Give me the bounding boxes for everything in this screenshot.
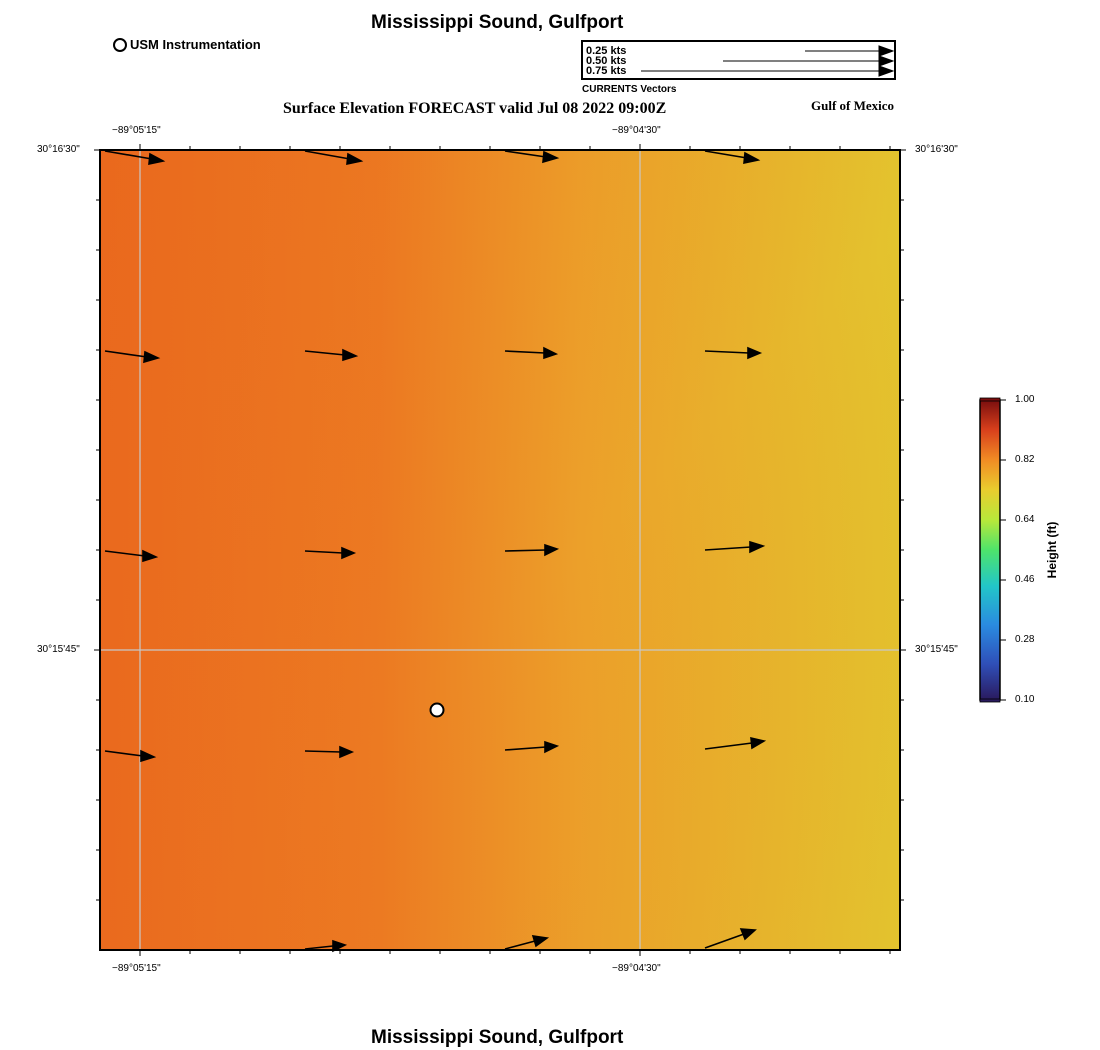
vector-legend-label-075: 0.75 kts bbox=[586, 65, 627, 77]
current-vector bbox=[704, 150, 748, 159]
current-vector bbox=[104, 550, 146, 557]
map-title-top: Mississippi Sound, Gulfport bbox=[371, 12, 624, 33]
colorbar-title: Height (ft) bbox=[1045, 521, 1059, 579]
current-vectors bbox=[104, 150, 767, 953]
current-vector bbox=[504, 549, 547, 552]
current-vector-legend: 0.25 kts 0.50 kts 0.75 kts bbox=[581, 40, 896, 80]
current-vector bbox=[304, 945, 334, 950]
lon-tick-top-2: −89°04'30" bbox=[612, 125, 661, 136]
lat-tick-right-2: 30°15'45" bbox=[915, 644, 958, 655]
vector-legend-label-025: 0.25 kts bbox=[586, 45, 627, 57]
lat-tick-left-2: 30°15'45" bbox=[37, 644, 80, 655]
colorbar-tick-label: 0.10 bbox=[1015, 694, 1035, 705]
usm-station-marker[interactable] bbox=[429, 702, 445, 718]
usm-legend-label: USM Instrumentation bbox=[130, 37, 261, 52]
colorbar-tick-label: 0.46 bbox=[1015, 574, 1035, 585]
lat-tick-left-1: 30°16'30" bbox=[37, 144, 80, 155]
current-vector bbox=[504, 350, 546, 354]
lat-tick-right-1: 30°16'30" bbox=[915, 144, 958, 155]
map-gridlines bbox=[100, 150, 900, 950]
usm-marker-icon bbox=[113, 37, 127, 52]
map-title-bottom: Mississippi Sound, Gulfport bbox=[371, 1027, 624, 1048]
colorbar-tick-label: 0.28 bbox=[1015, 634, 1035, 645]
current-vector bbox=[704, 742, 753, 750]
vector-legend-label-050: 0.50 kts bbox=[586, 55, 627, 67]
map-subtitle: Surface Elevation FORECAST valid Jul 08 … bbox=[283, 100, 667, 117]
current-vector bbox=[704, 933, 745, 949]
colorbar bbox=[979, 397, 1006, 703]
lon-tick-bottom-2: −89°04'30" bbox=[612, 963, 661, 974]
current-vector bbox=[504, 940, 536, 950]
colorbar-tick-label: 1.00 bbox=[1015, 394, 1035, 405]
vector-legend-title: CURRENTS Vectors bbox=[582, 84, 677, 95]
current-vector bbox=[104, 750, 144, 757]
lon-tick-bottom-1: −89°05'15" bbox=[112, 963, 161, 974]
current-vector bbox=[304, 750, 342, 753]
lon-tick-top-1: −89°05'15" bbox=[112, 125, 161, 136]
usm-legend: USM Instrumentation bbox=[113, 37, 261, 52]
current-vector bbox=[504, 746, 547, 751]
current-vector bbox=[104, 150, 153, 160]
colorbar-tick-label: 0.64 bbox=[1015, 514, 1035, 525]
current-vector bbox=[304, 150, 351, 160]
region-label: Gulf of Mexico bbox=[811, 98, 895, 113]
current-vector bbox=[104, 350, 148, 358]
current-vector bbox=[304, 350, 346, 356]
current-vector bbox=[704, 546, 752, 551]
current-vector bbox=[704, 350, 750, 354]
current-vector bbox=[504, 150, 547, 158]
current-vector bbox=[304, 550, 344, 554]
colorbar-tick-label: 0.82 bbox=[1015, 454, 1035, 465]
vector-legend-arrows bbox=[641, 45, 894, 77]
